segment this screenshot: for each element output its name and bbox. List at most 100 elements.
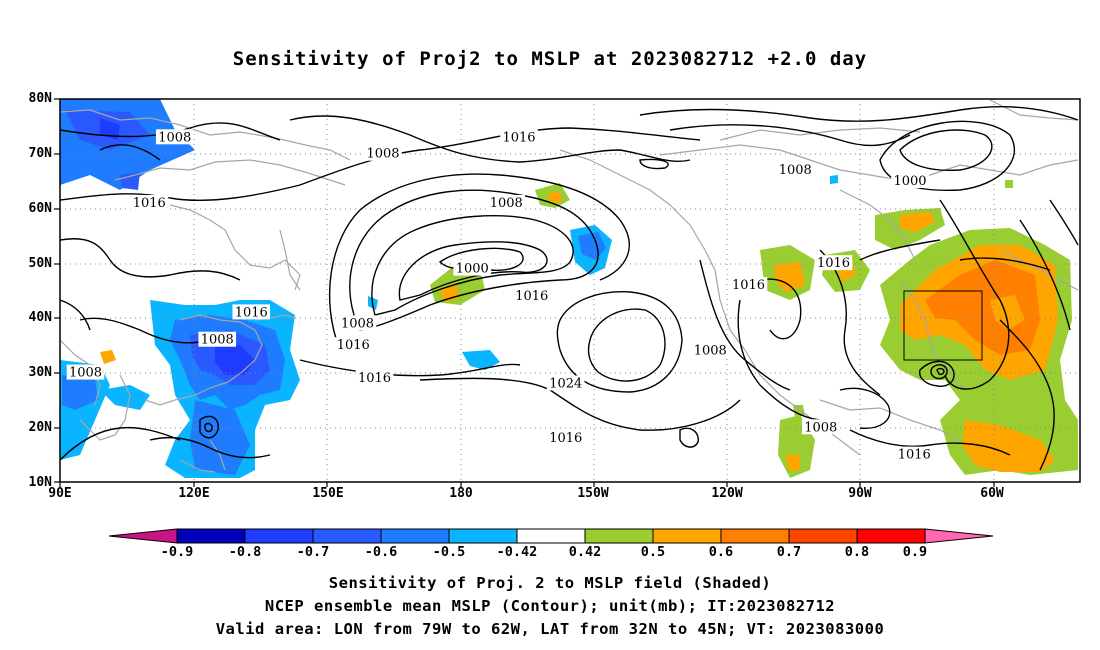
colorbar-tick: 0.6 <box>708 544 734 560</box>
lon-label-180: 180 <box>449 486 473 501</box>
contour-label: 1008 <box>155 129 194 145</box>
colorbar-tick: -0.9 <box>160 544 194 560</box>
lat-label-50n: 50N <box>28 256 52 271</box>
contour-label-text: 1016 <box>732 278 765 293</box>
contour-label-background <box>487 194 526 210</box>
contour-label-background <box>776 162 815 178</box>
colorbar-swatch <box>516 528 586 544</box>
contour-label-text: 1024 <box>549 377 582 392</box>
contour-label: 1016 <box>130 194 169 211</box>
colorbar-tick: -0.5 <box>432 544 466 560</box>
contour-label-background <box>66 364 105 380</box>
lon-label-120e: 120E <box>178 486 210 501</box>
lon-label-60w: 60W <box>980 486 1004 501</box>
contour-label-text: 1008 <box>366 147 399 162</box>
contour-label-text: 1008 <box>490 196 523 211</box>
contour-label-text: 1016 <box>337 338 370 353</box>
lon-label-150e: 150E <box>312 486 344 501</box>
contour-label-text: 1008 <box>804 420 837 435</box>
contour-label-background <box>155 129 194 145</box>
colorbar-tick: -0.7 <box>296 544 330 560</box>
positive-sensitivity-shading <box>100 180 1078 478</box>
contour-label: 1008 <box>487 194 526 211</box>
contour-label-background <box>801 419 840 435</box>
contour-label-background <box>130 194 169 210</box>
contour-label-background <box>814 255 853 271</box>
lon-label-150w: 150W <box>577 486 609 501</box>
colorbar-swatch <box>788 528 858 544</box>
contour-label-text: 1008 <box>69 366 102 381</box>
lat-label-60n: 60N <box>28 201 52 216</box>
colorbar-swatch <box>652 528 722 544</box>
contour-label-text: 1016 <box>235 305 268 320</box>
contour-label: 1008 <box>801 419 840 435</box>
graticule <box>60 99 1080 482</box>
colorbar-tick: -0.6 <box>364 544 398 560</box>
colorbar-tick: 0.7 <box>776 544 802 560</box>
contour-label-background <box>512 287 551 303</box>
colorbar-swatch <box>380 528 450 544</box>
lat-label-30n: 30N <box>28 365 52 380</box>
contour-label-text: 1008 <box>158 130 191 145</box>
contour-label-background <box>891 173 929 189</box>
coastlines <box>60 99 1079 473</box>
lat-label-10n: 10N <box>28 475 52 490</box>
contour-label: 1016 <box>334 337 373 353</box>
contour-label: 1016 <box>814 255 853 271</box>
contour-label-background <box>198 331 237 347</box>
mslp-contours <box>60 106 1079 471</box>
contour-label: 1000 <box>453 260 492 277</box>
contour-label: 1016 <box>232 304 271 320</box>
caption-line-3: Valid area: LON from 79W to 62W, LAT fro… <box>215 620 885 638</box>
colorbar-tick: -0.42 <box>496 544 538 560</box>
caption-line-1: Sensitivity of Proj. 2 to MSLP field (Sh… <box>328 574 772 592</box>
contour-label: 1008 <box>66 364 105 381</box>
contour-label-text: 1008 <box>341 316 374 331</box>
contour-label-background <box>895 446 934 462</box>
contour-label-text: 1016 <box>358 371 391 386</box>
contour-label: 1000 <box>891 173 929 189</box>
contour-label: 1016 <box>512 287 551 304</box>
lon-label-90w: 90W <box>848 486 872 501</box>
plot-frame <box>59 98 1081 483</box>
contour-label-text: 1000 <box>456 262 489 277</box>
contour-label: 1008 <box>364 145 402 162</box>
caption-line-2: NCEP ensemble mean MSLP (Contour); unit(… <box>264 597 836 615</box>
contour-label-text: 1000 <box>893 174 926 189</box>
contour-label-background <box>334 337 373 353</box>
colorbar-tick: 0.42 <box>568 544 602 560</box>
contour-label-background <box>364 145 402 161</box>
lon-label-90e: 90E <box>48 486 72 501</box>
contour-label-text: 1016 <box>515 289 548 304</box>
contour-label: 1016 <box>500 129 538 145</box>
contour-label: 1008 <box>776 162 815 178</box>
contour-label: 1008 <box>198 331 237 348</box>
colorbar-low-cap <box>108 528 178 544</box>
contour-label: 1024 <box>546 375 585 392</box>
colorbar-swatch <box>176 528 246 544</box>
lon-label-120w: 120W <box>711 486 743 501</box>
contour-label-text: 1016 <box>133 196 166 211</box>
colorbar-swatch <box>584 528 654 544</box>
contour-label-text: 1016 <box>502 130 535 145</box>
contour-label-background <box>691 342 730 358</box>
lat-label-70n: 70N <box>28 146 52 161</box>
contour-label-background <box>546 375 585 391</box>
lat-label-40n: 40N <box>28 310 52 325</box>
colorbar-tick: 0.5 <box>640 544 666 560</box>
contour-label-text: 1008 <box>201 333 234 348</box>
contour-label: 1016 <box>729 277 768 293</box>
lat-label-20n: 20N <box>28 420 52 435</box>
map-title: Sensitivity of Proj2 to MSLP at 20230827… <box>232 48 868 70</box>
colorbar-tick: 0.9 <box>902 544 928 560</box>
colorbar-swatch <box>856 528 926 544</box>
colorbar-swatch <box>312 528 382 544</box>
contour-label-background <box>338 315 377 331</box>
contour-label-background <box>355 370 394 386</box>
contour-label-text: 1016 <box>549 431 582 446</box>
contour-label-background <box>232 304 271 320</box>
contour-label: 1016 <box>546 430 585 446</box>
colorbar-tick: 0.8 <box>844 544 870 560</box>
